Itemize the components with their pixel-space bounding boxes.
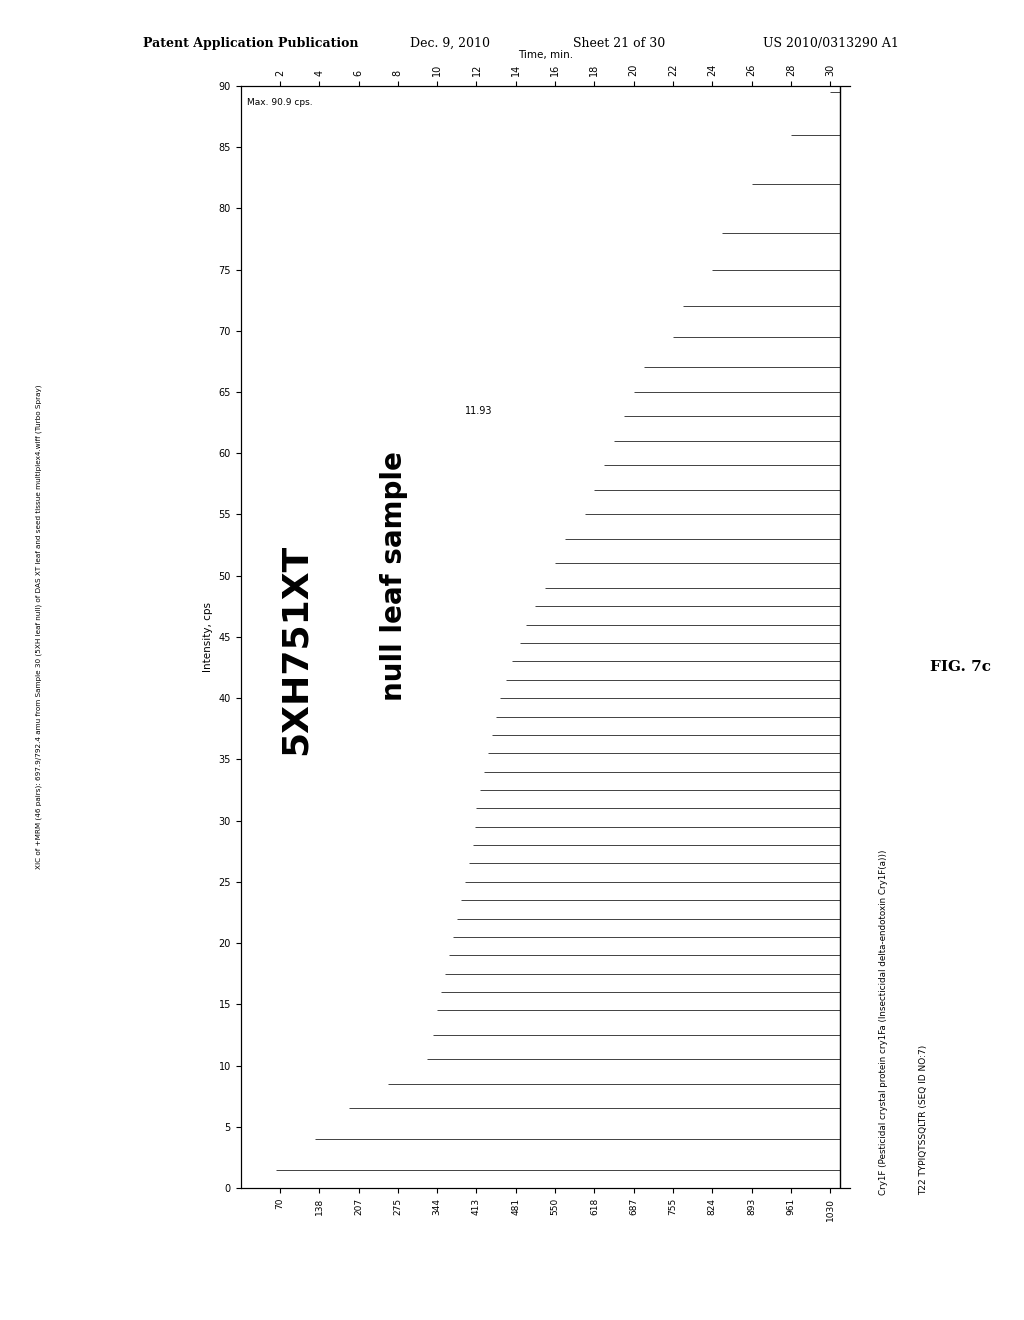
Text: T22 TYPIQTSSQLTR (SEQ ID NO:7): T22 TYPIQTSSQLTR (SEQ ID NO:7) [920, 1044, 929, 1195]
Text: FIG. 7c: FIG. 7c [930, 660, 991, 673]
Text: 11.93: 11.93 [465, 407, 493, 417]
Text: Cry1F (Pesticidal crystal protein cry1Fa (Insecticidal delta-endotoxin Cry1F(a)): Cry1F (Pesticidal crystal protein cry1Fa… [879, 849, 888, 1195]
Text: XIC of +MRM (46 pairs): 697.9/792.4 amu from Sample 30 (5XH leaf null) of DAS XT: XIC of +MRM (46 pairs): 697.9/792.4 amu … [36, 384, 42, 870]
Y-axis label: Intensity, cps: Intensity, cps [203, 602, 213, 672]
Text: Patent Application Publication: Patent Application Publication [143, 37, 358, 50]
Text: null leaf sample: null leaf sample [380, 450, 408, 701]
Text: 5XH751XT: 5XH751XT [279, 544, 312, 755]
Text: Dec. 9, 2010: Dec. 9, 2010 [410, 37, 489, 50]
Text: Max. 90.9 cps.: Max. 90.9 cps. [247, 98, 312, 107]
Text: Sheet 21 of 30: Sheet 21 of 30 [573, 37, 666, 50]
X-axis label: Time, min.: Time, min. [518, 50, 572, 59]
Text: US 2010/0313290 A1: US 2010/0313290 A1 [763, 37, 899, 50]
